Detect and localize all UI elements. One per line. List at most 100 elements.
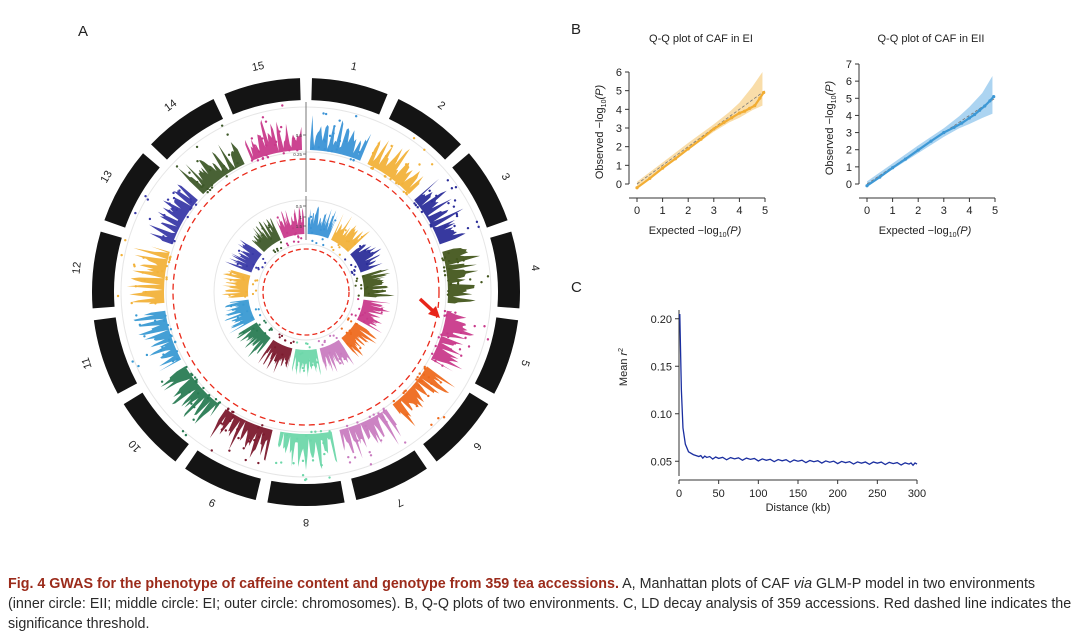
chromosome-ring-segment: [423, 392, 489, 462]
manhattan-outer-point: [377, 412, 380, 415]
qq-point: [916, 148, 920, 152]
manhattan-inner-point: [256, 279, 259, 282]
manhattan-outer-point: [130, 301, 133, 305]
ld-y-label-r: r: [618, 351, 630, 356]
guide-circle: [165, 151, 447, 433]
manhattan-inner-point: [366, 317, 369, 320]
qq-y-tick-label: 0: [846, 179, 852, 191]
qq-point: [865, 184, 869, 188]
manhattan-outer-point: [368, 450, 371, 454]
manhattan-inner-point: [278, 336, 281, 339]
manhattan-outer-point: [257, 426, 260, 429]
manhattan-outer-point: [379, 439, 383, 442]
chromosome-label: 2: [435, 99, 447, 112]
manhattan-outer-point: [134, 285, 138, 288]
manhattan-inner-point: [363, 249, 366, 252]
manhattan-outer-point: [394, 159, 397, 163]
qq-y-tick-label: 2: [616, 142, 622, 154]
manhattan-inner-block: [224, 299, 255, 334]
manhattan-inner-point: [276, 216, 279, 219]
manhattan-outer-point: [165, 276, 168, 279]
qq-y-label-sub: 10: [601, 99, 608, 107]
caption-via: via: [793, 576, 813, 592]
qq-x-tick-label: 3: [711, 205, 717, 217]
manhattan-outer-point: [403, 441, 407, 444]
manhattan-inner-point: [262, 257, 265, 261]
manhattan-outer-point: [447, 335, 450, 339]
manhattan-inner-point: [254, 308, 258, 311]
manhattan-outer-point: [467, 345, 471, 348]
qq-x-tick-label: 2: [915, 205, 921, 217]
manhattan-outer-point: [232, 166, 235, 170]
manhattan-outer-block: [392, 366, 456, 427]
manhattan-outer-point: [412, 136, 416, 140]
manhattan-inner-point: [254, 289, 258, 292]
manhattan-outer-point: [375, 417, 379, 420]
qq-point: [699, 137, 703, 141]
manhattan-outer-point: [274, 140, 278, 144]
manhattan-inner-point: [270, 328, 273, 331]
manhattan-inner-point: [360, 284, 363, 287]
qq-point: [686, 147, 690, 151]
manhattan-inner-point: [294, 232, 298, 235]
manhattan-outer-point: [475, 220, 479, 224]
manhattan-outer-point: [326, 149, 330, 152]
qq-x-label: Expected −log10(P): [879, 225, 972, 239]
manhattan-outer-block: [126, 246, 170, 305]
panel-label-a: A: [78, 23, 88, 40]
manhattan-outer-point: [443, 309, 447, 313]
manhattan-outer-point: [175, 208, 178, 211]
manhattan-inner-point: [246, 253, 249, 256]
manhattan-outer-point: [353, 456, 357, 459]
manhattan-inner-point: [236, 316, 240, 319]
manhattan-outer-block: [244, 119, 303, 161]
manhattan-outer-point: [447, 289, 450, 293]
manhattan-inner-point: [231, 308, 235, 311]
qq-point: [753, 104, 757, 108]
manhattan-outer-point: [392, 399, 396, 403]
manhattan-inner-point: [263, 319, 266, 322]
qq-y-label-main: Observed −log: [824, 103, 836, 175]
caption-text-2: GLM-P model in two environments (inner c…: [8, 576, 1072, 632]
manhattan-inner-point: [355, 322, 358, 326]
manhattan-inner-point: [244, 295, 247, 298]
manhattan-inner-point: [264, 261, 267, 264]
manhattan-outer-point: [446, 332, 449, 335]
manhattan-outer-point: [210, 183, 214, 187]
qq-point: [891, 166, 895, 170]
figure-canvas: A B C 1234567891011121314150.50.251.510.…: [71, 21, 999, 528]
ld-y-tick-label: 0.05: [651, 456, 672, 468]
ld-x-tick-label: 250: [868, 488, 886, 500]
manhattan-inner-point: [261, 234, 264, 237]
manhattan-inner-point: [299, 353, 302, 356]
qq-y-label-sub: 10: [831, 95, 838, 103]
manhattan-inner-point: [346, 247, 349, 251]
manhattan-outer-point: [420, 379, 424, 383]
qq-y-tick-label: 5: [616, 86, 622, 98]
manhattan-outer-point: [186, 215, 189, 219]
manhattan-outer-point: [165, 278, 168, 281]
manhattan-outer-point: [195, 380, 198, 384]
manhattan-outer-point: [317, 146, 320, 149]
manhattan-outer-point: [357, 151, 361, 154]
manhattan-inner-point: [368, 251, 371, 254]
manhattan-inner-point: [315, 241, 318, 245]
manhattan-inner-point: [291, 227, 295, 230]
manhattan-outer-point: [171, 207, 174, 210]
manhattan-inner-block: [276, 206, 305, 239]
manhattan-inner-point: [367, 292, 370, 295]
manhattan-outer-block: [178, 141, 245, 195]
manhattan-outer-block: [430, 310, 475, 372]
manhattan-inner-point: [261, 227, 264, 230]
manhattan-outer-point: [188, 390, 191, 394]
qq-point: [648, 176, 652, 180]
manhattan-outer-point: [210, 186, 214, 189]
manhattan-outer-point: [320, 463, 323, 467]
manhattan-inner-block: [236, 322, 271, 358]
manhattan-outer-point: [404, 163, 408, 166]
radial-axis-label: 1: [299, 215, 302, 220]
manhattan-outer-point: [261, 137, 264, 140]
chromosome-ring-segment: [92, 231, 122, 309]
manhattan-outer-point: [430, 163, 434, 166]
manhattan-outer-point: [446, 179, 450, 182]
